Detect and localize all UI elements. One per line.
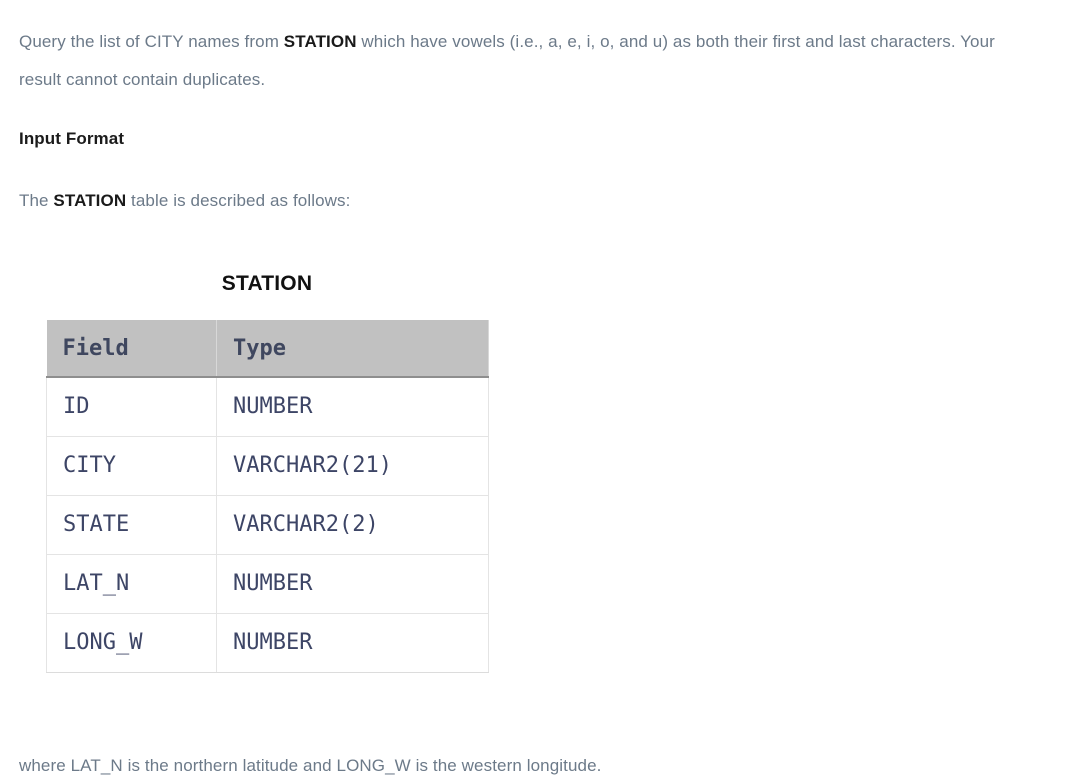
table-header-row: Field Type	[46, 320, 489, 378]
cell-field: STATE	[46, 494, 217, 555]
table-row: LAT_N NUMBER	[46, 553, 489, 614]
describe-paragraph: The STATION table is described as follow…	[19, 182, 619, 220]
column-header-type: Type	[216, 320, 489, 378]
cell-field: ID	[46, 376, 217, 437]
schema-table-title: STATION	[221, 272, 313, 295]
cell-type: VARCHAR2(2)	[216, 494, 489, 555]
intro-paragraph: Query the list of CITY names from STATIO…	[19, 23, 1041, 99]
intro-text-part1: Query the list of CITY names from	[19, 32, 284, 51]
intro-table-name: STATION	[283, 32, 357, 51]
schema-table-head: Field Type	[46, 320, 489, 378]
cell-field: LONG_W	[46, 612, 217, 673]
describe-text-part1: The	[19, 191, 54, 210]
cell-type: NUMBER	[216, 612, 489, 673]
table-row: CITY VARCHAR2(21)	[46, 435, 489, 496]
table-row: LONG_W NUMBER	[46, 612, 489, 673]
cell-field: LAT_N	[46, 553, 217, 614]
schema-table-body: ID NUMBER CITY VARCHAR2(21) STATE VARCHA…	[46, 376, 489, 673]
cell-type: VARCHAR2(21)	[216, 435, 489, 496]
schema-figure: STATION Field Type ID NUMBER CITY VA	[46, 272, 489, 673]
table-row: STATE VARCHAR2(2)	[46, 494, 489, 555]
table-row: ID NUMBER	[46, 376, 489, 437]
column-header-field: Field	[46, 320, 217, 378]
cell-field: CITY	[46, 435, 217, 496]
cell-type: NUMBER	[216, 376, 489, 437]
describe-text-part2: table is described as follows:	[126, 191, 351, 210]
intro-text-part2: which have vowels (i.e., a, e, i, o, and…	[19, 32, 995, 89]
describe-table-name: STATION	[53, 191, 127, 210]
cell-type: NUMBER	[216, 553, 489, 614]
footnote-paragraph: where LAT_N is the northern latitude and…	[19, 756, 602, 775]
input-format-heading: Input Format	[19, 129, 125, 148]
station-schema-table: Field Type ID NUMBER CITY VARCHAR2(21) S…	[46, 320, 489, 673]
